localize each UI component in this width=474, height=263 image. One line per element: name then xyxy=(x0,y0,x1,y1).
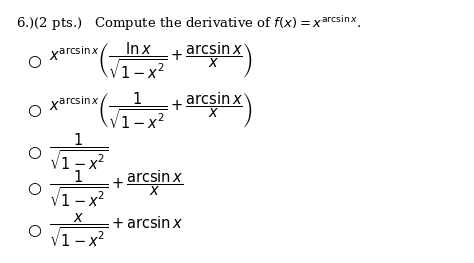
Text: $\bigcirc$: $\bigcirc$ xyxy=(27,53,42,70)
Text: $\bigcirc$: $\bigcirc$ xyxy=(27,144,42,161)
Text: $\bigcirc$: $\bigcirc$ xyxy=(27,180,42,197)
Text: $x^{\arcsin x}\left(\dfrac{1}{\sqrt{1-x^2}} + \dfrac{\arcsin x}{x}\right)$: $x^{\arcsin x}\left(\dfrac{1}{\sqrt{1-x^… xyxy=(48,90,252,131)
Text: 6.)(2 pts.)   Compute the derivative of $f(x) = x^{\arcsin x}$.: 6.)(2 pts.) Compute the derivative of $f… xyxy=(16,14,361,33)
Text: $x^{\arcsin x}\left(\dfrac{\ln x}{\sqrt{1-x^2}} + \dfrac{\arcsin x}{x}\right)$: $x^{\arcsin x}\left(\dfrac{\ln x}{\sqrt{… xyxy=(48,41,252,82)
Text: $\dfrac{x}{\sqrt{1-x^2}} + \arcsin x$: $\dfrac{x}{\sqrt{1-x^2}} + \arcsin x$ xyxy=(48,212,183,249)
Text: $\bigcirc$: $\bigcirc$ xyxy=(27,102,42,119)
Text: $\bigcirc$: $\bigcirc$ xyxy=(27,222,42,239)
Text: $\dfrac{1}{\sqrt{1-x^2}} + \dfrac{\arcsin x}{x}$: $\dfrac{1}{\sqrt{1-x^2}} + \dfrac{\arcsi… xyxy=(48,169,183,209)
Text: $\dfrac{1}{\sqrt{1-x^2}}$: $\dfrac{1}{\sqrt{1-x^2}}$ xyxy=(48,132,108,173)
